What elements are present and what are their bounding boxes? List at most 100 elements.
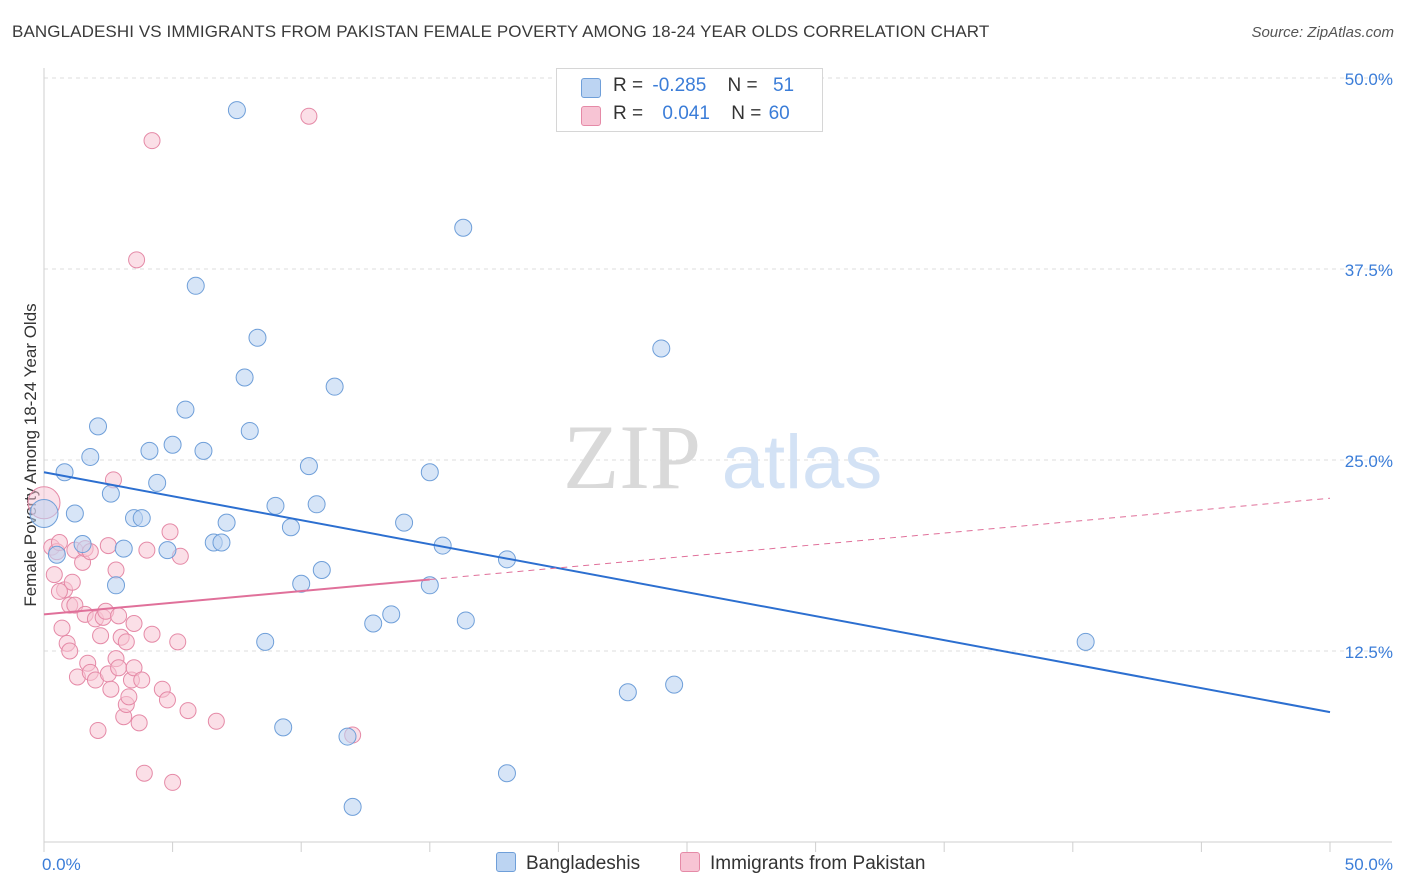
point-pakistan <box>135 764 153 782</box>
bottom-legend-bangladeshi: Bangladeshis <box>496 852 640 875</box>
point-pakistan <box>125 659 143 677</box>
x-tick-label: 50.0% <box>1345 855 1393 874</box>
legend-row-bangladeshi: R = -0.285 N = 51 <box>557 73 822 101</box>
point-bangladeshi <box>456 611 475 630</box>
point-bangladeshi <box>307 495 326 514</box>
point-pakistan <box>89 721 107 739</box>
point-pakistan <box>120 688 138 706</box>
y-tick-label: 50.0% <box>1345 70 1393 89</box>
point-pakistan <box>161 523 179 541</box>
point-bangladeshi <box>364 614 383 633</box>
point-bangladeshi <box>256 632 275 651</box>
series-bangladeshi-points <box>29 101 1095 816</box>
bottom-legend-pakistan: Immigrants from Pakistan <box>680 852 925 875</box>
point-bangladeshi <box>81 447 100 466</box>
point-pakistan <box>45 566 63 584</box>
bottom-legend-swatch-bangladeshi <box>496 852 516 872</box>
point-pakistan <box>143 625 161 643</box>
point-bangladeshi <box>420 576 439 595</box>
point-pakistan <box>61 642 79 660</box>
point-bangladeshi <box>312 561 331 580</box>
point-bangladeshi <box>73 535 92 554</box>
point-pakistan <box>133 671 151 689</box>
axes <box>43 68 1392 852</box>
point-bangladeshi <box>1076 632 1095 651</box>
point-bangladeshi <box>618 683 637 702</box>
point-pakistan <box>143 132 161 150</box>
point-bangladeshi <box>266 496 285 515</box>
point-bangladeshi <box>325 377 344 396</box>
point-pakistan <box>117 633 135 651</box>
point-bangladeshi <box>248 328 267 347</box>
series-pakistan-points <box>27 107 362 791</box>
point-pakistan <box>169 633 187 651</box>
point-bangladeshi <box>194 441 213 460</box>
point-bangladeshi <box>101 484 120 503</box>
trend-lines <box>43 471 1331 714</box>
point-bangladeshi <box>292 574 311 593</box>
legend-r-label: R = <box>613 103 644 124</box>
point-bangladeshi <box>148 473 167 492</box>
point-bangladeshi <box>65 504 84 523</box>
y-tick-label: 25.0% <box>1345 452 1393 471</box>
point-bangladeshi <box>395 513 414 532</box>
point-bangladeshi <box>281 518 300 537</box>
point-bangladeshi <box>176 400 195 419</box>
legend-row-pakistan: R = 0.041 N = 60 <box>557 101 822 129</box>
trend-line-bangladeshi <box>43 471 1331 714</box>
correlation-legend: R = -0.285 N = 51 R = 0.041 N = 60 <box>556 68 823 132</box>
point-bangladeshi <box>338 727 357 746</box>
watermark: ZIP atlas <box>563 406 882 508</box>
legend-n-value: 60 <box>768 103 790 124</box>
point-bangladeshi <box>114 539 133 558</box>
point-pakistan <box>207 712 225 730</box>
point-bangladeshi <box>454 218 473 237</box>
point-bangladeshi <box>186 276 205 295</box>
point-pakistan <box>164 773 182 791</box>
legend-n-value: 51 <box>772 75 795 96</box>
point-bangladeshi <box>652 339 671 358</box>
point-pakistan <box>300 107 318 125</box>
point-pakistan <box>138 541 156 559</box>
chart-source: Source: ZipAtlas.com <box>1251 24 1394 41</box>
point-bangladeshi <box>107 576 126 595</box>
legend-r-value: 0.041 <box>662 103 710 124</box>
point-bangladeshi <box>497 764 516 783</box>
point-bangladeshi <box>89 417 108 436</box>
point-bangladeshi <box>235 368 254 387</box>
point-bangladeshi <box>274 718 293 737</box>
trend-line-pakistan <box>43 578 430 616</box>
chart-title: BANGLADESHI VS IMMIGRANTS FROM PAKISTAN … <box>12 22 990 41</box>
point-bangladeshi <box>158 541 177 560</box>
point-bangladeshi <box>420 463 439 482</box>
legend-r-label: R = <box>613 75 644 96</box>
point-bangladeshi <box>240 421 259 440</box>
bottom-legend-label-bangladeshi: Bangladeshis <box>526 853 641 874</box>
legend-swatch-pakistan <box>581 106 601 126</box>
point-pakistan <box>128 251 146 269</box>
tick-labels: 12.5% 25.0% 37.5% 50.0% 0.0% 50.0% <box>42 70 1393 874</box>
point-bangladeshi <box>132 509 151 528</box>
point-bangladeshi <box>212 533 231 552</box>
point-bangladeshi <box>140 441 159 460</box>
legend-n-label: N = <box>731 103 762 124</box>
point-bangladeshi <box>343 797 362 816</box>
trend-line-pakistan-extension <box>429 497 1331 580</box>
point-bangladeshi <box>163 435 182 454</box>
y-tick-label: 12.5% <box>1345 643 1393 662</box>
point-pakistan <box>125 614 143 632</box>
point-bangladeshi <box>299 457 318 476</box>
bottom-legend-label-pakistan: Immigrants from Pakistan <box>710 853 926 874</box>
point-pakistan <box>110 659 128 677</box>
grid-lines <box>44 77 1392 652</box>
watermark-atlas: atlas <box>722 420 883 505</box>
y-tick-label: 37.5% <box>1345 261 1393 280</box>
legend-r-value: -0.285 <box>652 75 707 96</box>
point-pakistan <box>179 702 197 720</box>
point-pakistan <box>99 537 117 555</box>
point-bangladeshi <box>227 101 246 120</box>
point-bangladeshi <box>29 498 59 528</box>
point-pakistan <box>53 619 71 637</box>
point-pakistan <box>107 561 125 579</box>
